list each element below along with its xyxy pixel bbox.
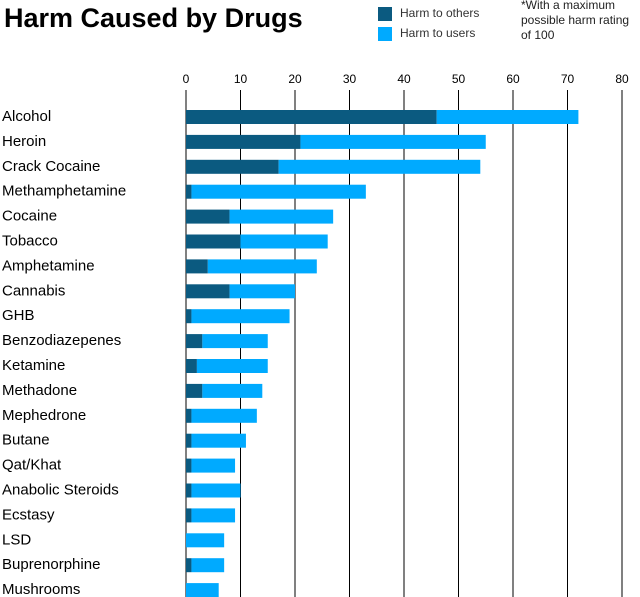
bar [436, 110, 579, 124]
legend-label: Harm to users [400, 26, 475, 40]
x-tick-label: 0 [183, 72, 190, 86]
bar [191, 558, 225, 573]
bar [186, 110, 437, 124]
x-tick-label: 10 [234, 72, 248, 86]
bar [202, 334, 268, 349]
x-tick-label: 50 [452, 72, 466, 86]
x-tick-label: 30 [343, 72, 357, 86]
note: of 100 [521, 28, 555, 42]
bar [186, 383, 203, 398]
bar [186, 184, 192, 199]
bar [186, 533, 225, 548]
note: *With a maximum [521, 0, 615, 12]
y-tick-label: Heroin [2, 133, 46, 150]
y-tick-label: Methamphetamine [2, 183, 126, 200]
x-tick-label: 80 [615, 72, 629, 86]
bar [186, 309, 192, 324]
chart-title: Harm Caused by Drugs [4, 3, 303, 33]
x-tick-label: 20 [288, 72, 302, 86]
bar [186, 284, 230, 299]
bar [186, 359, 197, 373]
x-tick-label: 70 [561, 72, 575, 86]
y-tick-label: Benzodiazepenes [2, 332, 121, 349]
x-tick-label: 40 [397, 72, 411, 86]
note: possible harm rating [521, 13, 629, 27]
legend-label: Harm to others [400, 6, 479, 20]
y-tick-label: Ketamine [2, 357, 65, 374]
bar [186, 134, 301, 149]
y-tick-label: Amphetamine [2, 257, 95, 274]
bar [191, 309, 290, 324]
bar [191, 408, 257, 423]
y-tick-label: Crack Cocaine [2, 158, 100, 175]
bar [229, 284, 295, 299]
y-tick-label: LSD [2, 531, 31, 548]
bar [202, 383, 263, 398]
y-tick-label: Qat/Khat [2, 457, 62, 474]
bar [186, 433, 192, 448]
bar [186, 508, 192, 523]
bar [207, 259, 317, 274]
bar [186, 334, 203, 349]
x-tick-label: 60 [506, 72, 520, 86]
bar [191, 508, 236, 523]
bar [191, 184, 366, 199]
y-tick-label: Anabolic Steroids [2, 481, 119, 498]
y-tick-label: Butane [2, 432, 50, 449]
bar [300, 134, 486, 149]
y-tick-label: Ecstasy [2, 506, 55, 523]
bar [191, 433, 246, 448]
bar [240, 234, 328, 249]
bar [186, 408, 192, 423]
y-tick-label: Cocaine [2, 208, 57, 225]
y-tick-label: Methadone [2, 382, 77, 399]
bar [229, 209, 334, 224]
legend-swatch [378, 27, 392, 41]
bar [186, 583, 219, 597]
y-tick-label: Cannabis [2, 282, 65, 299]
y-tick-label: Tobacco [2, 232, 58, 249]
y-tick-label: GHB [2, 307, 35, 324]
bar [196, 359, 268, 373]
bar [186, 259, 208, 274]
bar [186, 458, 192, 473]
bar [186, 483, 192, 498]
bar [191, 458, 236, 473]
bar [186, 159, 279, 174]
bar [186, 234, 241, 249]
bar [278, 159, 481, 174]
y-tick-label: Mushrooms [2, 581, 80, 597]
y-tick-label: Mephedrone [2, 407, 86, 424]
y-tick-label: Alcohol [2, 108, 51, 125]
bar [191, 483, 241, 498]
y-tick-label: Buprenorphine [2, 556, 100, 573]
bar [186, 558, 192, 573]
bar [186, 209, 230, 224]
legend-swatch [378, 7, 392, 21]
